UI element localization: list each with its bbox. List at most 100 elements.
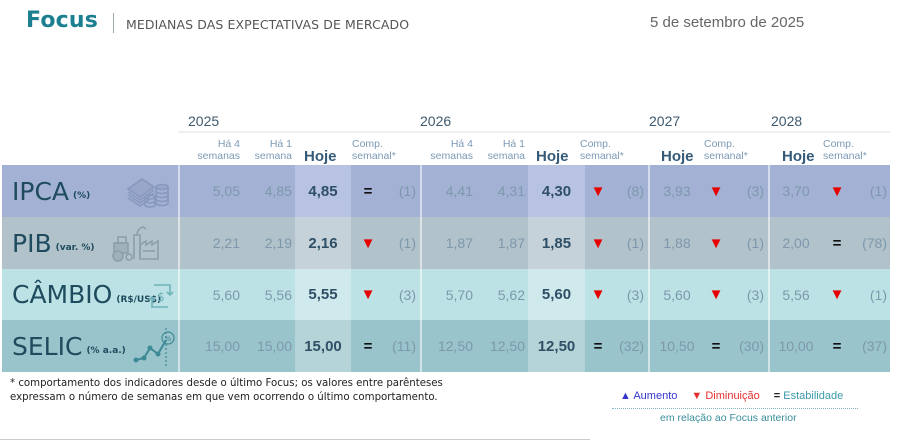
brand-logo: Focus	[26, 8, 99, 33]
2026-ha1-value: 4,31	[497, 183, 525, 199]
2028-hoje-value: 3,70	[782, 183, 810, 199]
2026-hoje-value: 1,85	[541, 234, 572, 252]
indicator-row-pib: PIB (var. %) 2,21 2,19 2,16 ▼ (1) 1,87 1,87 1,85 ▼…	[2, 217, 890, 269]
year-2028: 2028	[771, 113, 803, 129]
legend-note: em relação ao Focus anterior	[660, 412, 797, 424]
footnote: * comportamento dos indicadores desde o …	[10, 378, 443, 403]
2025-hoje-value: 2,16	[308, 234, 338, 252]
column-divider	[178, 217, 180, 269]
column-divider	[768, 320, 770, 372]
hoje-highlight	[528, 165, 585, 217]
2025-weeks-value: (11)	[392, 338, 416, 354]
2025-hoje-value: 4,85	[308, 182, 338, 200]
down-triangle-icon: ▼	[360, 286, 376, 303]
2025-ha4-value: 5,60	[212, 286, 240, 303]
2028-weeks-value: (37)	[862, 338, 887, 354]
hoje-highlight	[528, 320, 585, 372]
2026-weeks-value: (1)	[626, 235, 644, 251]
indicator-name: PIB	[12, 228, 52, 258]
down-triangle-icon: ▼	[708, 234, 724, 252]
column-divider	[648, 320, 650, 372]
column-divider	[648, 269, 650, 320]
year-2027: 2027	[649, 113, 681, 129]
col-header-hoje: Hoje	[304, 148, 337, 165]
hoje-highlight	[528, 269, 585, 320]
col-header-line1: Há 4	[450, 138, 473, 150]
hoje-highlight	[295, 269, 351, 320]
col-header-line1: Comp.	[823, 138, 854, 150]
2027-weeks-value: (30)	[739, 338, 764, 354]
column-divider	[178, 165, 180, 217]
down-triangle-icon: ▼	[590, 182, 606, 200]
2026-ha4-value: 5,70	[445, 286, 473, 303]
2025-weeks-value: (1)	[398, 235, 416, 251]
col-header-line2: semanal*	[704, 150, 748, 162]
2027-hoje-value: 5,60	[663, 286, 691, 303]
col-header-hoje: Hoje	[661, 148, 694, 165]
col-header-ha1: Há 1 semana	[240, 138, 292, 162]
col-header-line1: Comp.	[352, 138, 383, 150]
indicator-label: CÂMBIO (R$/US$)	[12, 269, 161, 320]
down-triangle-icon: ▼	[360, 234, 376, 252]
down-triangle-icon: ▼	[829, 182, 845, 200]
page-header: Focus MEDIANAS DAS EXPECTATIVAS DE MERCA…	[0, 0, 900, 50]
column-divider	[648, 165, 650, 217]
hoje-highlight	[295, 165, 351, 217]
col-header-comp: Comp. semanal*	[580, 138, 640, 162]
2025-hoje-value: 5,55	[308, 286, 338, 303]
2028-weeks-value: (1)	[869, 183, 887, 199]
2026-hoje-value: 12,50	[537, 337, 576, 355]
legend: ▲ Aumento ▼ Diminuição = Estabilidade	[620, 390, 843, 402]
column-divider	[420, 217, 422, 269]
currency-exchange-icon: $	[146, 281, 194, 317]
tractor-factory-icon	[110, 223, 159, 262]
2027-weeks-value: (1)	[746, 235, 764, 251]
down-triangle-icon: ▼	[708, 286, 724, 303]
col-header-comp: Comp. semanal*	[352, 138, 412, 162]
legend-increase: ▲ Aumento	[620, 390, 677, 402]
column-divider	[648, 217, 650, 269]
indicator-name: IPCA	[12, 176, 70, 206]
2028-weeks-value: (1)	[869, 286, 887, 303]
legend-decrease: ▼ Diminuição	[691, 390, 759, 402]
2028-hoje-value: 5,56	[782, 286, 810, 303]
legend-stable-label: Estabilidade	[783, 390, 844, 402]
2026-ha4-value: 4,41	[445, 183, 473, 199]
2028-hoje-value: 10,00	[778, 338, 814, 354]
col-header-hoje: Hoje	[536, 148, 569, 165]
year-header-row: 2025 2026 2027 2028	[178, 111, 890, 133]
column-divider	[178, 269, 180, 320]
col-header-line2: semana	[487, 150, 525, 162]
col-header-ha4: Há 4 semanas	[418, 138, 473, 162]
column-divider	[420, 165, 422, 217]
col-header-line2: semanal*	[580, 150, 624, 162]
indicator-unit: (%)	[73, 191, 91, 201]
equals-icon: =	[363, 337, 373, 355]
2026-ha4-value: 12,50	[437, 338, 473, 354]
bottom-divider	[0, 439, 590, 440]
indicator-unit: (var. %)	[55, 243, 95, 253]
col-header-line2: semanas	[197, 150, 240, 162]
col-header-comp: Comp. semanal*	[704, 138, 764, 162]
col-header-line2: semanal*	[823, 150, 867, 162]
rate-chart-icon: %	[132, 326, 180, 366]
2025-ha1-value: 5,56	[264, 286, 292, 303]
indicator-name: SELIC	[12, 331, 83, 361]
legend-divider	[612, 408, 858, 409]
column-divider	[768, 217, 770, 269]
2027-weeks-value: (3)	[746, 286, 764, 303]
column-divider	[768, 269, 770, 320]
indicator-label: IPCA (%)	[12, 165, 90, 217]
2025-ha1-value: 15,00	[256, 338, 292, 354]
col-header-line1: Comp.	[580, 138, 611, 150]
2028-hoje-value: 2,00	[782, 235, 810, 251]
money-coins-icon	[124, 173, 172, 209]
2026-ha1-value: 1,87	[497, 235, 525, 251]
2027-hoje-value: 10,50	[659, 338, 695, 354]
col-header-line1: Há 4	[217, 138, 240, 150]
legend-increase-label: Aumento	[633, 390, 678, 402]
2026-ha4-value: 1,87	[445, 235, 473, 251]
indicator-unit: (R$/US$)	[116, 294, 162, 305]
hoje-highlight	[528, 217, 585, 269]
indicator-row-cambio: CÂMBIO (R$/US$) $5,60 5,56 5,55 ▼ (3) 5,70 5,62 5…	[2, 269, 890, 320]
